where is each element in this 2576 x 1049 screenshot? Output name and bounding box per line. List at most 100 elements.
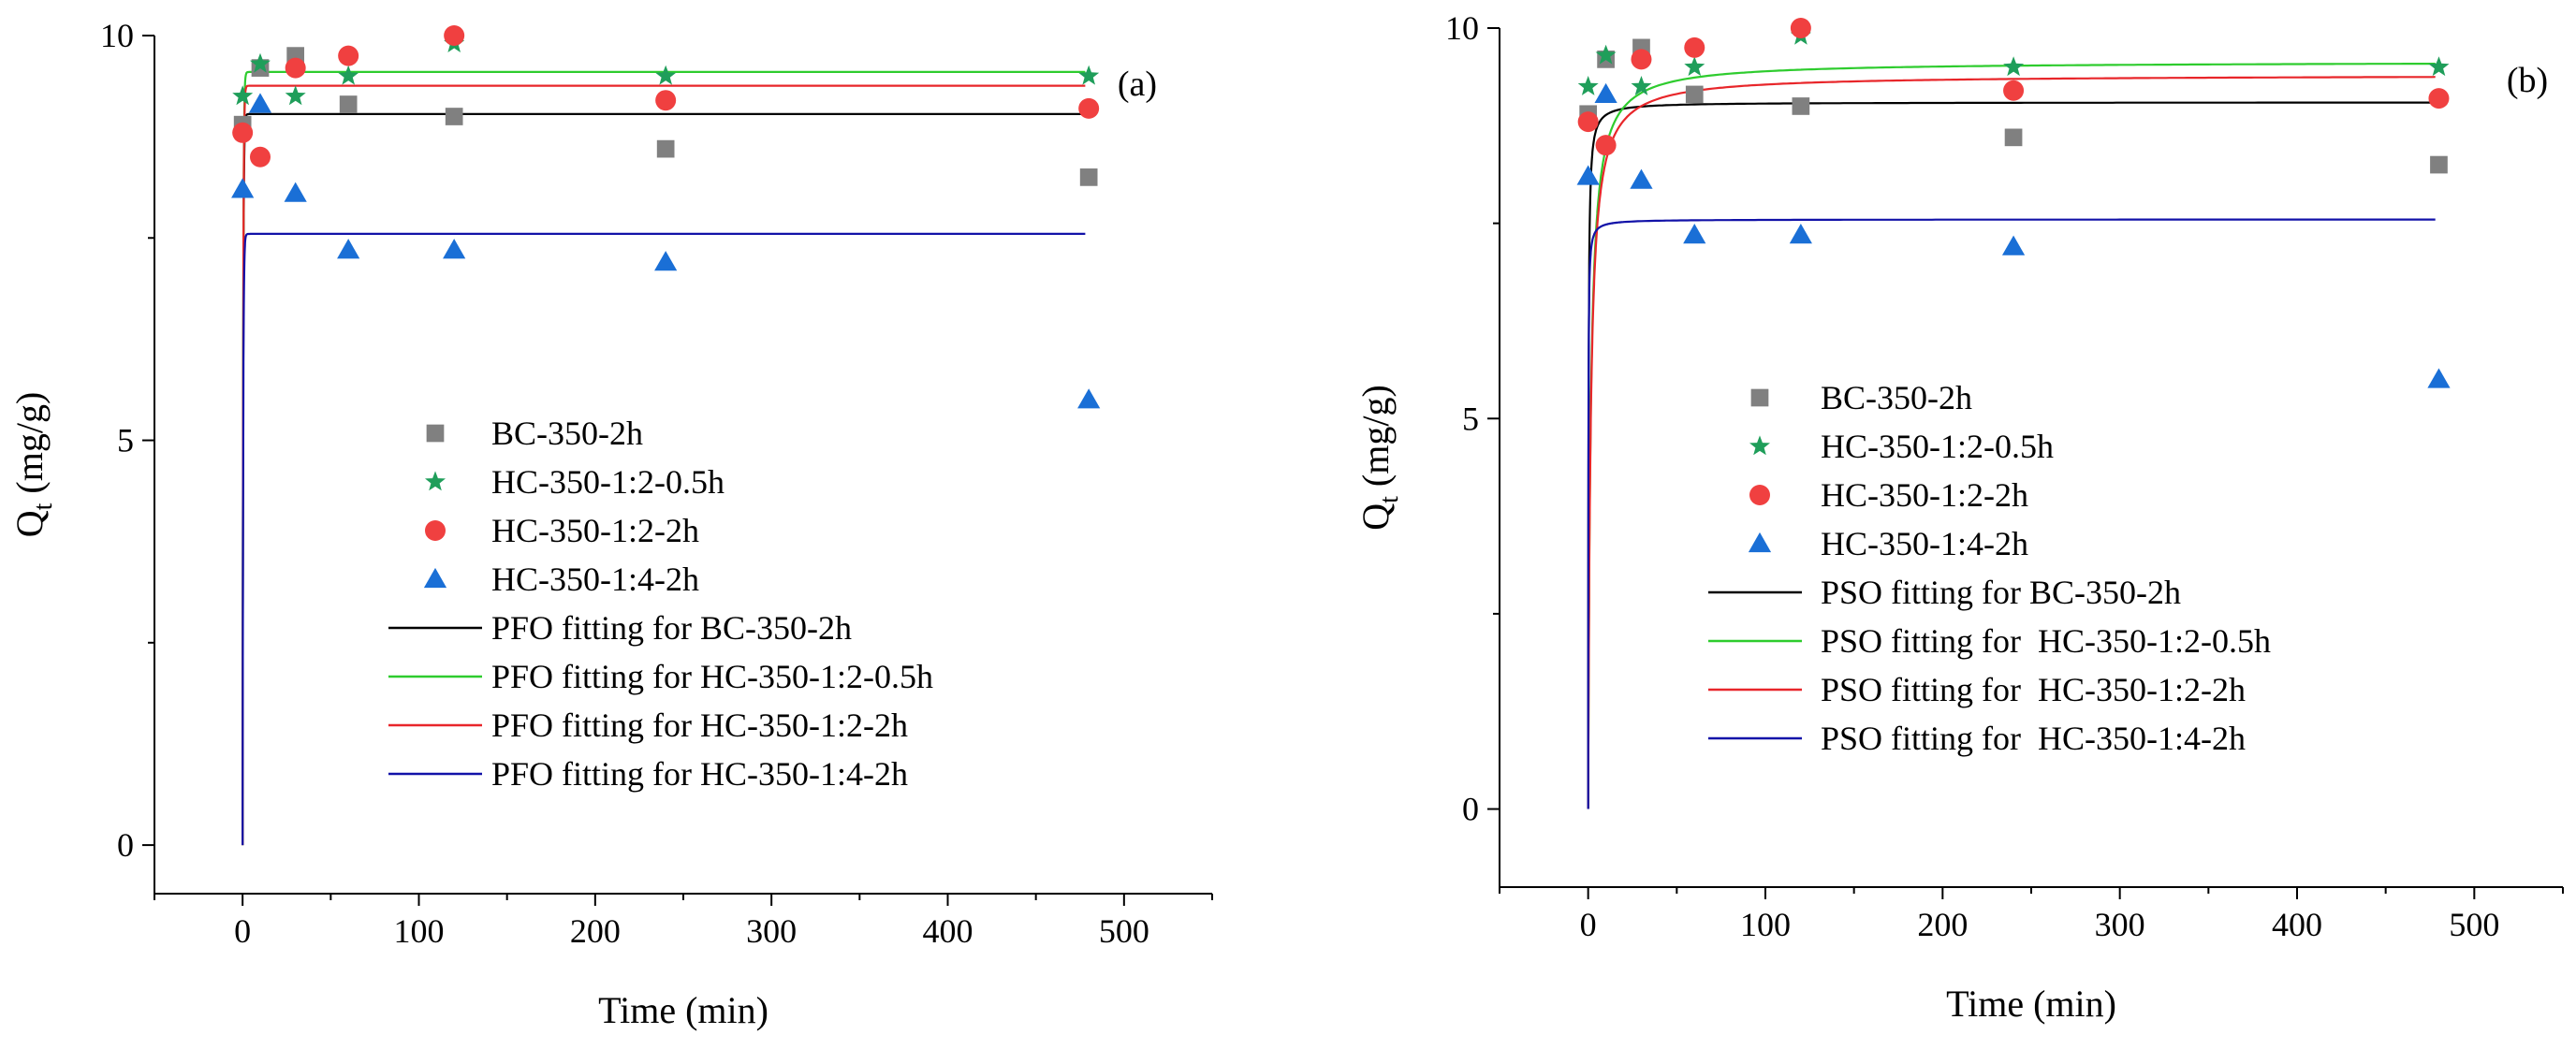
panel-a-legend-marker-hc-350-1-2-2h [425,520,446,541]
panel-b-point-hc-350-1-4-2h-60 [1683,224,1706,244]
panel-b-point-hc-350-1-2-2h-480 [2428,88,2450,109]
panel-a-point-hc-350-1-2-2h-60 [338,45,359,66]
panel-a-legend-label-hc-350-1-2-2h: HC-350-1:2-2h [491,512,699,549]
panel-b-point-hc-350-1-2-0-5h-0 [1577,76,1599,95]
panel-a-x-tick-label-100: 100 [394,912,445,950]
panel-a-point-hc-350-1-2-0-5h-480 [1078,65,1100,85]
panel-a-point-bc-350-2h-240 [656,139,675,158]
panel-a-x-tick-label-500: 500 [1099,912,1149,950]
panel-a-point-hc-350-1-4-2h-60 [337,239,360,259]
panel-b-label: (b) [2507,61,2548,100]
panel-a-point-bc-350-2h-60 [339,95,358,113]
panel-b-legend-marker-bc-350-2h [1750,388,1769,407]
panel-b-point-bc-350-2h-60 [1685,85,1704,104]
panel-a-x-tick-label-400: 400 [923,912,973,950]
panel-b-legend: BC-350-2h HC-350-1:2-0.5h HC-350-1:2-2h HC-… [1708,379,2271,757]
panel-a-x-tick-label-0: 0 [234,912,251,950]
panel-a-point-hc-350-1-2-2h-240 [655,90,677,111]
panel-b-x-tick-label-100: 100 [1740,906,1791,943]
panel-b-legend-label-pso-fitting-for-hc-350-1-2-0-5h: PSO fitting for HC-350-1:2-0.5h [1821,622,2271,660]
panel-a-legend-label-hc-350-1-4-2h: HC-350-1:4-2h [491,561,699,598]
panel-a-point-hc-350-1-4-2h-0 [231,178,255,198]
panel-b-point-hc-350-1-2-2h-0 [1577,111,1599,133]
panel-a-legend-label-pfo-fitting-for-hc-350-1-2-0-5h: PFO fitting for HC-350-1:2-0.5h [491,658,933,695]
panel-b-point-hc-350-1-2-2h-10 [1595,135,1617,156]
panel-a-series-hc-350-1-4-2h [231,93,1101,409]
panel-b-x-axis-label: Time (min) [1946,983,2116,1025]
panel-b-x-tick-label-400: 400 [2272,906,2322,943]
panel-a-y-tick-label-10: 10 [100,17,134,54]
panel-b-point-hc-350-1-2-2h-60 [1684,36,1705,58]
panel-a-y-axis-label-sub: t [29,503,58,510]
panel-a-point-hc-350-1-2-0-5h-10 [250,52,271,73]
panel-b-point-bc-350-2h-120 [1792,97,1810,115]
panel-b-y-axis-label: Qt (mg/g) [1354,385,1404,531]
panel-b-point-hc-350-1-4-2h-30 [1630,168,1653,189]
panel-a-legend-marker-hc-350-1-2-0-5h [425,471,446,491]
panel-a-y-tick-label-0: 0 [117,826,134,864]
panel-b-x-tick-label-300: 300 [2095,906,2145,943]
panel-b-fit-line-pso-fitting-for-hc-350-1-2-2h [1587,76,2436,809]
panel-a-label: (a) [1118,65,1157,104]
panel-b-y-tick-label-5: 5 [1462,400,1479,437]
panel-b-point-bc-350-2h-240 [2004,128,2023,147]
panel-b-point-hc-350-1-2-0-5h-480 [2428,56,2450,77]
panel-a-legend-label-pfo-fitting-for-hc-350-1-4-2h: PFO fitting for HC-350-1:4-2h [491,755,908,793]
panel-b-point-hc-350-1-2-2h-240 [2003,80,2025,101]
panel-a-point-hc-350-1-4-2h-30 [284,182,307,202]
panel-b-y-tick-label-0: 0 [1462,791,1479,828]
panel-b-legend-label-pso-fitting-for-hc-350-1-4-2h: PSO fitting for HC-350-1:4-2h [1821,720,2246,757]
panel-a-point-hc-350-1-4-2h-480 [1077,388,1101,409]
panel-b-legend-label-hc-350-1-4-2h: HC-350-1:4-2h [1821,525,2028,562]
panel-a-legend-label-pfo-fitting-for-bc-350-2h: PFO fitting for BC-350-2h [491,609,852,647]
panel-a-point-hc-350-1-2-0-5h-240 [655,65,677,85]
panel-a-legend-label-hc-350-1-2-0-5h: HC-350-1:2-0.5h [491,463,724,501]
panel-a-legend: BC-350-2h HC-350-1:2-0.5h HC-350-1:2-2h HC-… [388,415,933,793]
panel-a-point-hc-350-1-2-2h-0 [232,122,254,143]
panel-b-point-hc-350-1-2-0-5h-30 [1631,76,1652,95]
panel-a-point-hc-350-1-2-2h-10 [250,146,271,168]
panel-a-point-hc-350-1-4-2h-240 [654,251,678,271]
panel-b-legend-marker-hc-350-1-2-2h [1749,485,1770,505]
panel-a-y-axis-label-unit: (mg/g) [8,392,51,503]
panel-a-point-hc-350-1-2-2h-120 [444,25,465,46]
panel-a-series-hc-350-1-2-2h [232,25,1100,168]
panel-b-point-hc-350-1-2-0-5h-10 [1595,44,1617,65]
panel-a-point-bc-350-2h-480 [1079,168,1098,186]
panel-a-point-hc-350-1-2-0-5h-60 [338,65,359,85]
panel-b-point-hc-350-1-4-2h-10 [1594,82,1617,104]
panel-b-series-hc-350-1-2-2h [1577,18,2450,156]
panel-a-legend-label-pfo-fitting-for-hc-350-1-2-2h: PFO fitting for HC-350-1:2-2h [491,707,908,744]
panel-a-point-hc-350-1-4-2h-120 [443,239,466,259]
panel-b-fit-line-pso-fitting-for-hc-350-1-4-2h [1587,218,2436,809]
panel-b-point-hc-350-1-4-2h-240 [2001,235,2026,255]
panel-b-point-hc-350-1-4-2h-480 [2427,368,2451,388]
panel-a-point-hc-350-1-4-2h-10 [248,93,272,113]
panel-a-y-tick-label-5: 5 [117,422,134,459]
panel-b-y-tick-label-10: 10 [1445,9,1479,47]
panel-b-x-tick-label-200: 200 [1917,906,1968,943]
panel-b: 0 100 200 300 400 500 0 5 10 Time (min) Qt (mg/g) B… [1354,9,2564,1025]
panel-a-legend-marker-bc-350-2h [426,424,445,443]
panel-a-point-bc-350-2h-120 [445,108,463,125]
panel-b-point-hc-350-1-4-2h-120 [1789,224,1812,244]
panel-b-point-hc-350-1-2-2h-30 [1631,49,1652,70]
panel-a-y-axis-label-main: Q [8,510,51,537]
panel-b-fit-line-pso-fitting-for-hc-350-1-2-0-5h [1587,63,2436,809]
panel-b-fit-line-pso-fitting-for-bc-350-2h [1587,101,2436,809]
panel-a-x-tick-label-200: 200 [570,912,621,950]
panel-b-point-hc-350-1-2-0-5h-60 [1684,56,1705,77]
panel-b-legend-label-pso-fitting-for-hc-350-1-2-2h: PSO fitting for HC-350-1:2-2h [1821,671,2246,708]
panel-b-point-hc-350-1-4-2h-0 [1576,165,1600,185]
panel-b-point-hc-350-1-2-2h-120 [1790,18,1811,38]
panel-b-legend-marker-hc-350-1-4-2h [1748,532,1772,553]
panel-b-point-hc-350-1-2-0-5h-240 [2003,56,2025,77]
panel-a-fit-line-pfo-fitting-for-bc-350-2h [242,112,1086,846]
panel-a-x-tick-label-300: 300 [746,912,797,950]
panel-a-point-hc-350-1-2-2h-30 [285,57,306,79]
panel-a-point-hc-350-1-2-0-5h-0 [232,85,254,106]
panel-a-fit-line-pfo-fitting-for-hc-350-1-4-2h [242,232,1086,846]
panel-a-point-hc-350-1-2-2h-480 [1078,97,1100,119]
panel-a-x-axis-label: Time (min) [598,989,768,1031]
panel-a: 0 100 200 300 400 500 0 5 10 Time (min) Qt (mg/g) B… [8,17,1213,1031]
